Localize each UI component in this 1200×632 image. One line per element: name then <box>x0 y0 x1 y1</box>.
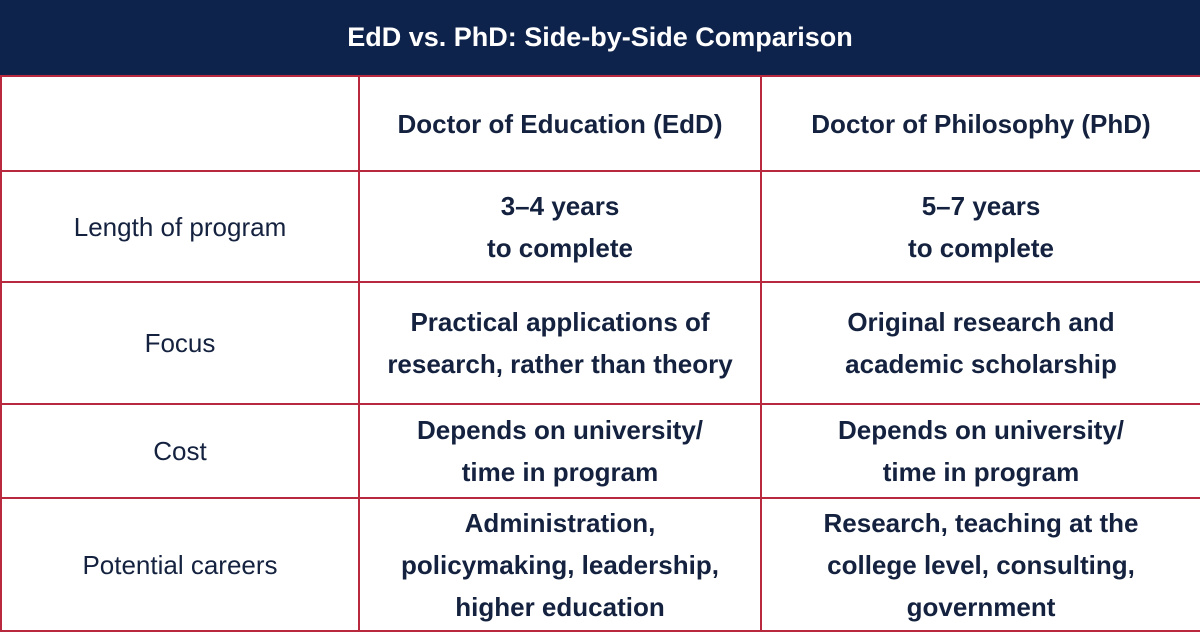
comparison-table: Doctor of Education (EdD) Doctor of Phil… <box>0 75 1200 632</box>
phd-cell: Research, teaching at the college level,… <box>760 497 1200 632</box>
row-label: Focus <box>0 281 360 405</box>
edd-cell: Administration, policymaking, leadership… <box>358 497 762 632</box>
row-label: Length of program <box>0 170 360 283</box>
column-header-phd: Doctor of Philosophy (PhD) <box>760 75 1200 172</box>
column-header-empty <box>0 75 360 172</box>
table-row: Potential careers Administration, policy… <box>0 497 1200 632</box>
edd-cell: Practical applications of research, rath… <box>358 281 762 405</box>
row-label: Cost <box>0 403 360 499</box>
phd-cell: Original research and academic scholarsh… <box>760 281 1200 405</box>
phd-cell: 5–7 years to complete <box>760 170 1200 283</box>
table-row: Cost Depends on university/ time in prog… <box>0 403 1200 499</box>
column-header-edd: Doctor of Education (EdD) <box>358 75 762 172</box>
row-label: Potential careers <box>0 497 360 632</box>
table-row: Focus Practical applications of research… <box>0 281 1200 405</box>
edd-cell: 3–4 years to complete <box>358 170 762 283</box>
edd-cell: Depends on university/ time in program <box>358 403 762 499</box>
table-header-row: Doctor of Education (EdD) Doctor of Phil… <box>0 75 1200 172</box>
phd-cell: Depends on university/ time in program <box>760 403 1200 499</box>
page-title: EdD vs. PhD: Side-by-Side Comparison <box>0 0 1200 75</box>
table-row: Length of program 3–4 years to complete … <box>0 170 1200 283</box>
